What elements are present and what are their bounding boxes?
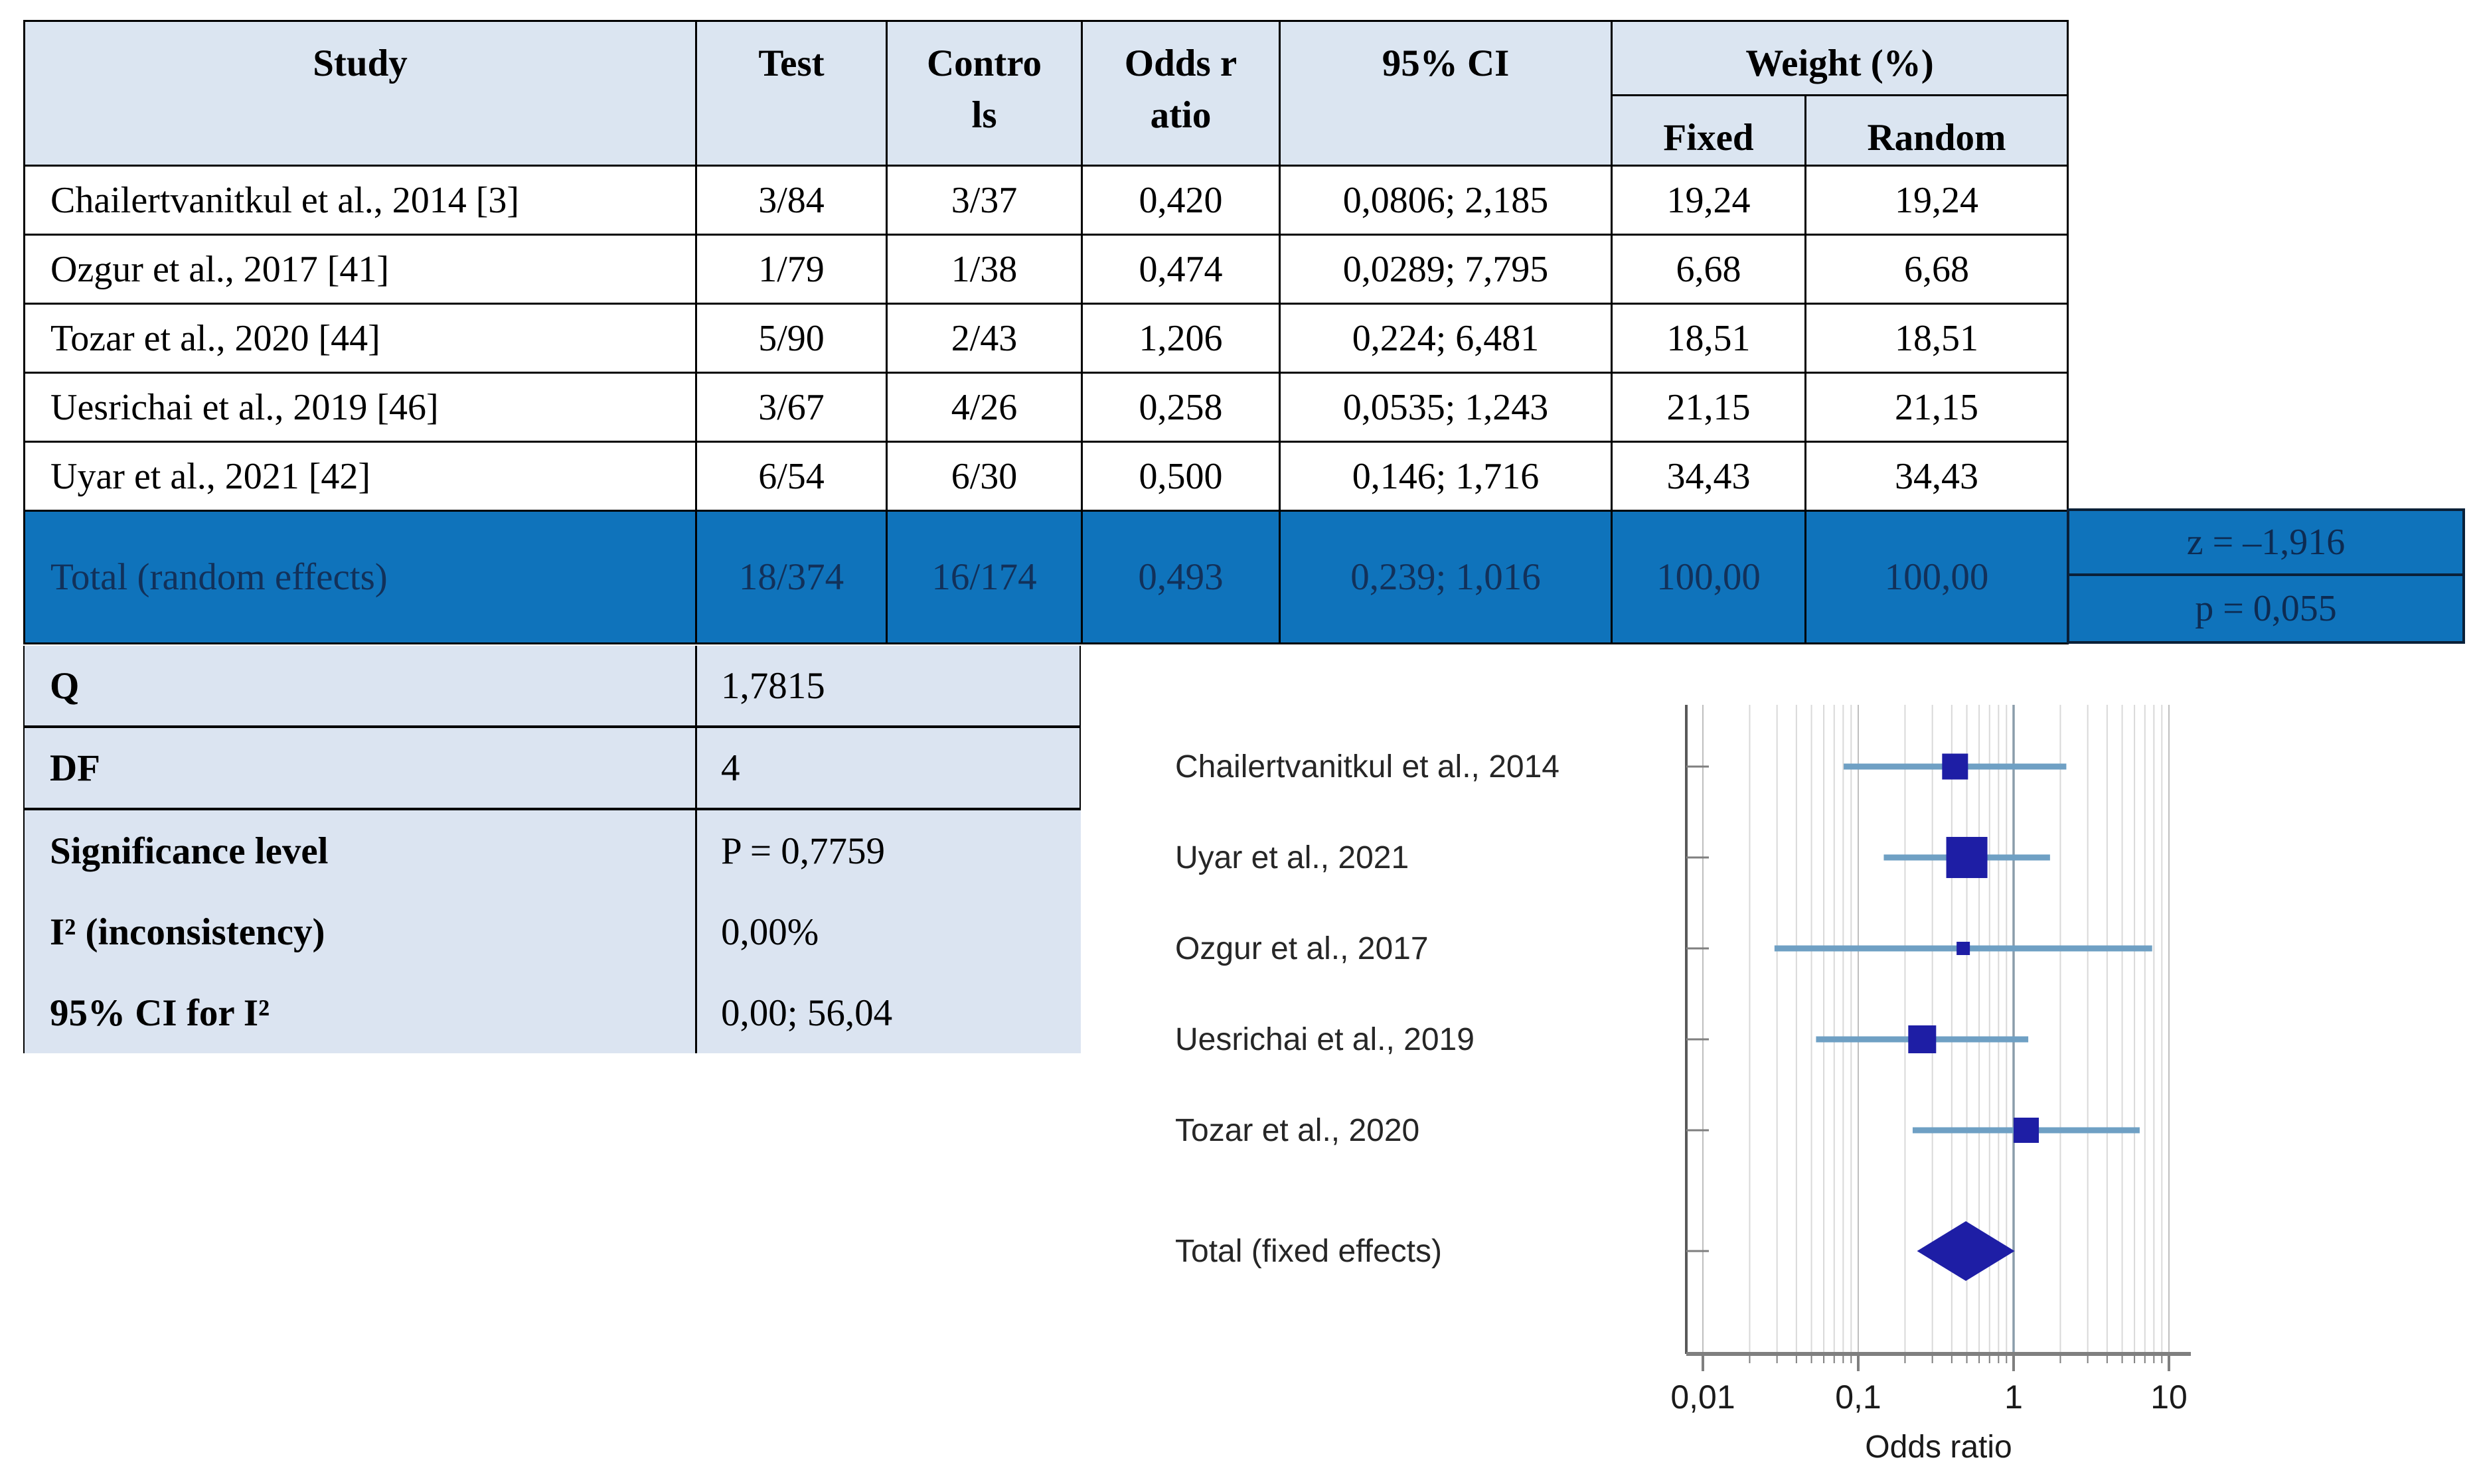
odds-ratio-cell: 0,420	[1081, 165, 1281, 236]
stat-label: Significance level	[50, 830, 329, 872]
col-header-controls: Contro ls	[886, 20, 1083, 167]
weight-fixed-cell: 18,51	[1611, 303, 1806, 374]
test-cell: 3/67	[695, 372, 888, 443]
table-header: Study Test Contro ls Odds r atio 95% CI …	[23, 20, 2069, 167]
col-header-weight-random: Random	[1804, 94, 2069, 167]
ci-cell: 0,0289; 7,795	[1279, 234, 1613, 305]
study-label: Uyar et al., 2021	[1175, 840, 1409, 875]
col-header-weight: Weight (%)	[1610, 20, 2069, 96]
total-odds-ratio-cell: 0,493	[1081, 510, 1281, 644]
ci-cell: 0,0535; 1,243	[1279, 372, 1613, 443]
test-cell: 6/54	[695, 441, 888, 512]
study-cell: Uesrichai et al., 2019 [46]	[23, 372, 697, 443]
odds-ratio-cell: 0,258	[1081, 372, 1281, 443]
test-cell: 3/84	[695, 165, 888, 236]
x-tick-label: 10	[2150, 1378, 2188, 1416]
x-tick-label: 1	[2004, 1378, 2023, 1416]
study-cell: Tozar et al., 2020 [44]	[23, 303, 697, 374]
controls-cell: 6/30	[886, 441, 1083, 512]
test-cell: 5/90	[695, 303, 888, 374]
total-test-cell: 18/374	[695, 510, 888, 644]
controls-cell: 2/43	[886, 303, 1083, 374]
meta-analysis-table: Study Test Contro ls Odds r atio 95% CI …	[23, 20, 2069, 644]
col-header-weight-fixed: Fixed	[1611, 94, 1806, 167]
weight-random-cell: 34,43	[1804, 441, 2069, 512]
total-row: Total (random effects) 18/374 16/174 0,4…	[23, 510, 2069, 644]
table-row: Ozgur et al., 2017 [41] 1/79 1/38 0,474 …	[23, 234, 2069, 305]
study-square	[1946, 837, 1988, 878]
x-axis-label: Odds ratio	[1865, 1430, 2012, 1465]
study-cell: Uyar et al., 2021 [42]	[23, 441, 697, 512]
controls-cell: 1/38	[886, 234, 1083, 305]
table-row: Uesrichai et al., 2019 [46] 3/67 4/26 0,…	[23, 372, 2069, 443]
ci-cell: 0,224; 6,481	[1279, 303, 1613, 374]
total-controls-cell: 16/174	[886, 510, 1083, 644]
stat-label: 95% CI for I²	[50, 992, 270, 1034]
study-label: Ozgur et al., 2017	[1175, 931, 1429, 966]
weight-random-cell: 18,51	[1804, 303, 2069, 374]
table-row: Chailertvanitkul et al., 2014 [3] 3/84 3…	[23, 165, 2069, 236]
study-label: Chailertvanitkul et al., 2014	[1175, 749, 1559, 784]
total-weight-fixed-cell: 100,00	[1611, 510, 1806, 644]
stats-row-df: DF 4	[25, 728, 1081, 810]
table-row: Tozar et al., 2020 [44] 5/90 2/43 1,206 …	[23, 303, 2069, 374]
stat-value: P = 0,7759	[721, 830, 885, 872]
z-p-box: z = –1,916 p = 0,055	[2067, 508, 2465, 644]
x-tick-label: 0,1	[1835, 1378, 1881, 1416]
weight-random-cell: 19,24	[1804, 165, 2069, 236]
odds-ratio-cell: 1,206	[1081, 303, 1281, 374]
weight-fixed-cell: 34,43	[1611, 441, 1806, 512]
study-label: Tozar et al., 2020	[1175, 1113, 1419, 1148]
weight-random-cell: 6,68	[1804, 234, 2069, 305]
stat-value: 0,00; 56,04	[721, 992, 893, 1034]
heterogeneity-stats: Q 1,7815 DF 4 Significance level I² (inc…	[23, 646, 1081, 1053]
weight-fixed-cell: 19,24	[1611, 165, 1806, 236]
col-header-study: Study	[23, 20, 697, 167]
study-square	[2014, 1118, 2039, 1143]
z-value: z = –1,916	[2069, 511, 2462, 576]
col-header-odds-ratio: Odds r atio	[1081, 20, 1281, 167]
total-label: Total (fixed effects)	[1175, 1234, 1442, 1269]
weight-fixed-cell: 21,15	[1611, 372, 1806, 443]
total-ci-cell: 0,239; 1,016	[1279, 510, 1613, 644]
stats-row-q: Q 1,7815	[25, 646, 1081, 728]
ci-cell: 0,0806; 2,185	[1279, 165, 1613, 236]
study-cell: Chailertvanitkul et al., 2014 [3]	[23, 165, 697, 236]
total-weight-random-cell: 100,00	[1804, 510, 2069, 644]
total-diamond	[1917, 1221, 2015, 1281]
stat-value: 0,00%	[721, 911, 819, 953]
weight-fixed-cell: 6,68	[1611, 234, 1806, 305]
study-label: Uesrichai et al., 2019	[1175, 1022, 1475, 1057]
study-cell: Ozgur et al., 2017 [41]	[23, 234, 697, 305]
study-square	[1942, 753, 1968, 780]
stat-value: 4	[695, 728, 1081, 808]
stat-value: 1,7815	[695, 646, 1081, 725]
x-tick-label: 0,01	[1670, 1378, 1735, 1416]
stat-label: I² (inconsistency)	[50, 911, 325, 953]
study-square	[1956, 942, 1970, 955]
ci-cell: 0,146; 1,716	[1279, 441, 1613, 512]
controls-cell: 4/26	[886, 372, 1083, 443]
controls-cell: 3/37	[886, 165, 1083, 236]
odds-ratio-cell: 0,474	[1081, 234, 1281, 305]
stats-rows-misc: Significance level I² (inconsistency) 95…	[25, 810, 1081, 1053]
p-value: p = 0,055	[2195, 588, 2337, 629]
stat-label: DF	[50, 747, 100, 789]
weight-random-cell: 21,15	[1804, 372, 2069, 443]
study-square	[1908, 1025, 1937, 1053]
total-label-cell: Total (random effects)	[23, 510, 697, 644]
col-header-test: Test	[695, 20, 888, 167]
odds-ratio-cell: 0,500	[1081, 441, 1281, 512]
test-cell: 1/79	[695, 234, 888, 305]
stat-label: Q	[50, 664, 80, 707]
col-header-95ci: 95% CI	[1279, 20, 1613, 167]
table-row: Uyar et al., 2021 [42] 6/54 6/30 0,500 0…	[23, 441, 2069, 512]
